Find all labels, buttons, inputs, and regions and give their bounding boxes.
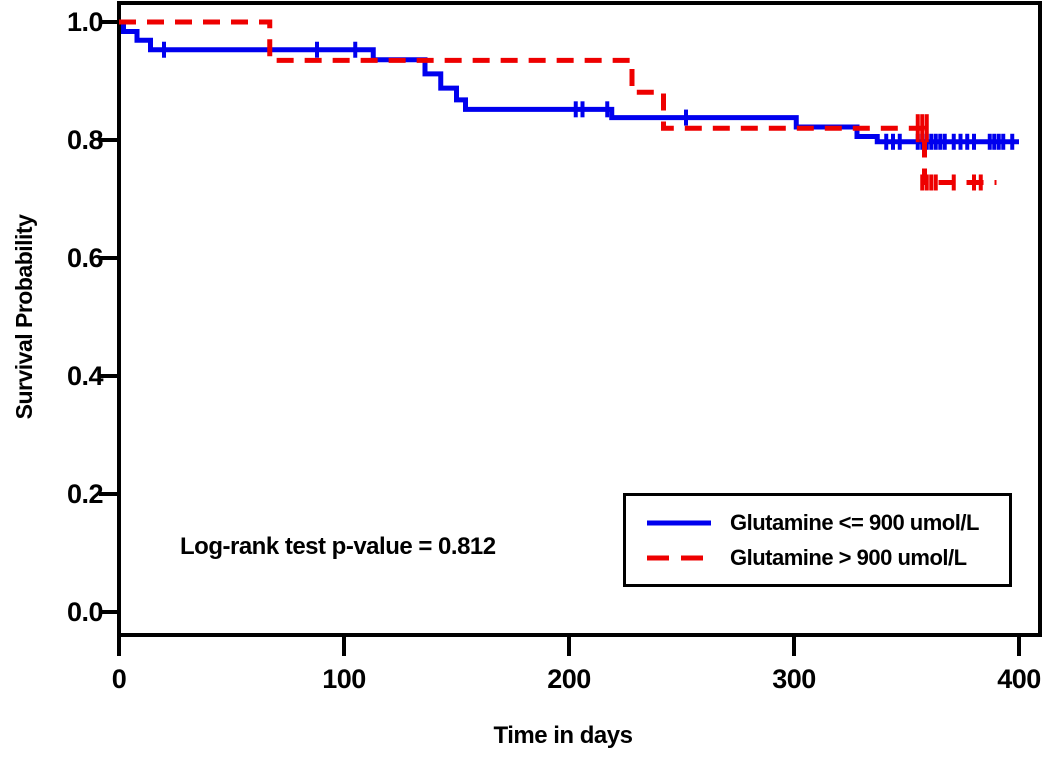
legend-line-dashed-icon [647, 555, 711, 560]
plot-frame [117, 1, 1042, 637]
x-tick-label: 300 [772, 664, 816, 694]
y-tick-label: 0.6 [67, 243, 104, 273]
y-tick-label: 0.2 [67, 479, 103, 509]
y-tick-label: 0.8 [67, 125, 104, 155]
survival-curve-red-dashed [119, 19, 997, 185]
y-axis-title: Survival Probability [11, 214, 37, 420]
x-axis-title: Time in days [493, 722, 633, 749]
legend-label-glutamine-le-900: Glutamine <= 900 umol/L [730, 509, 979, 535]
x-tick-label: 0 [112, 664, 127, 694]
y-tick-label: 1.0 [67, 7, 103, 37]
x-tick-label: 200 [547, 664, 591, 694]
y-tick-label: 0.0 [67, 597, 103, 627]
y-tick-label: 0.4 [67, 361, 104, 391]
legend-entry-glutamine-gt-900: Glutamine > 900 umol/L [646, 545, 1009, 571]
legend-line-solid-icon [647, 520, 711, 525]
legend-box: Glutamine <= 900 umol/L Glutamine > 900 … [623, 493, 1012, 587]
pvalue-annotation: Log-rank test p-value = 0.812 [180, 533, 496, 560]
survival-curve-blue-solid [119, 19, 1019, 145]
legend-entry-glutamine-le-900: Glutamine <= 900 umol/L [646, 510, 1009, 536]
x-tick-label: 100 [322, 664, 366, 694]
legend-label-glutamine-gt-900: Glutamine > 900 umol/L [730, 544, 967, 570]
x-tick-label: 400 [997, 664, 1041, 694]
